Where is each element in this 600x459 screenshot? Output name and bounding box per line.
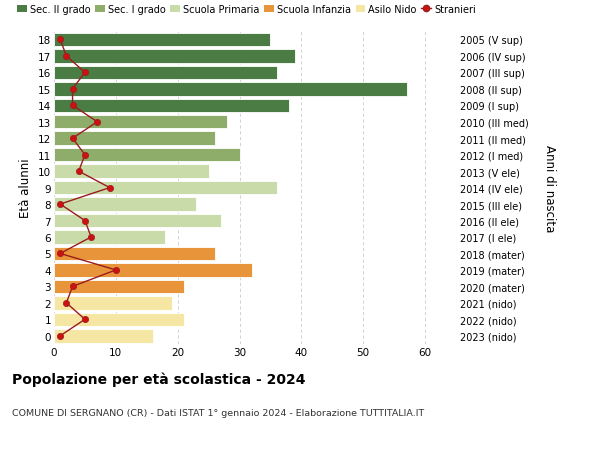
Bar	[54, 263, 252, 277]
Bar	[54, 297, 172, 310]
Bar	[54, 313, 184, 326]
Bar	[54, 247, 215, 261]
Bar	[54, 149, 239, 162]
Bar	[54, 181, 277, 195]
Bar	[54, 280, 184, 293]
Bar	[54, 132, 215, 146]
Bar	[54, 99, 289, 113]
Y-axis label: Età alunni: Età alunni	[19, 158, 32, 218]
Y-axis label: Anni di nascita: Anni di nascita	[543, 145, 556, 232]
Bar	[54, 165, 209, 179]
Text: COMUNE DI SERGNANO (CR) - Dati ISTAT 1° gennaio 2024 - Elaborazione TUTTITALIA.I: COMUNE DI SERGNANO (CR) - Dati ISTAT 1° …	[12, 409, 424, 418]
Bar	[54, 116, 227, 129]
Bar	[54, 67, 277, 80]
Bar	[54, 329, 153, 343]
Bar	[54, 231, 166, 244]
Bar	[54, 198, 196, 211]
Bar	[54, 214, 221, 228]
Bar	[54, 50, 295, 63]
Legend: Sec. II grado, Sec. I grado, Scuola Primaria, Scuola Infanzia, Asilo Nido, Stran: Sec. II grado, Sec. I grado, Scuola Prim…	[17, 5, 476, 15]
Bar	[54, 34, 271, 47]
Text: Popolazione per età scolastica - 2024: Popolazione per età scolastica - 2024	[12, 372, 305, 386]
Bar	[54, 83, 407, 96]
